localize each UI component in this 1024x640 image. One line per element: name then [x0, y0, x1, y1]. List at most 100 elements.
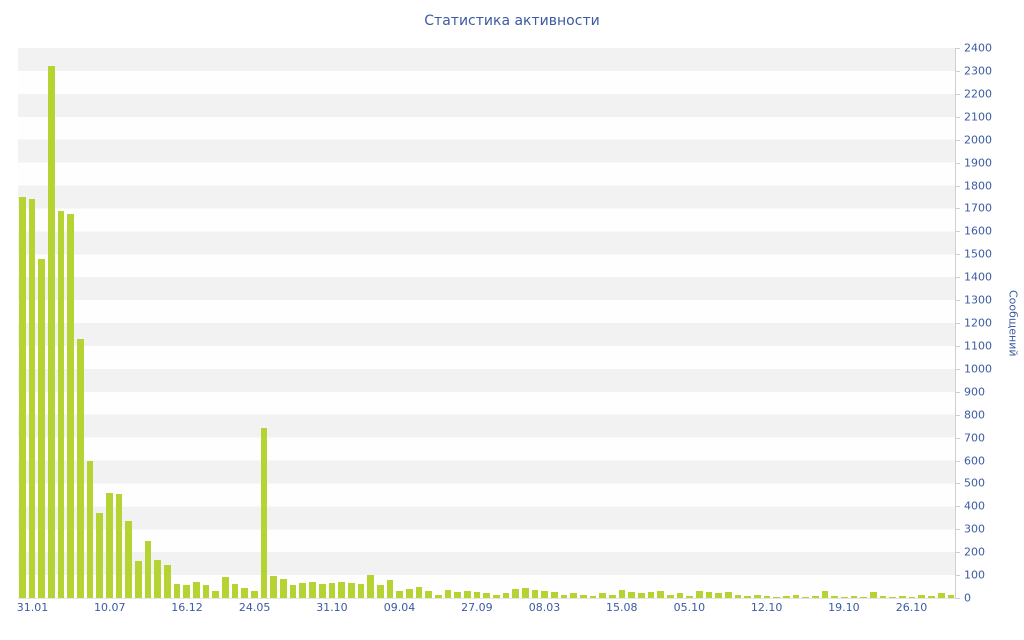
bar[interactable]	[367, 575, 374, 598]
bar[interactable]	[289, 585, 297, 598]
bar[interactable]	[608, 594, 616, 598]
bar[interactable]	[599, 593, 606, 598]
bar[interactable]	[676, 593, 684, 598]
bar[interactable]	[579, 594, 587, 598]
bar[interactable]	[550, 592, 558, 598]
bar[interactable]	[763, 595, 771, 598]
bar[interactable]	[918, 594, 926, 598]
bar[interactable]	[860, 596, 868, 598]
bar[interactable]	[193, 581, 200, 598]
bar[interactable]	[928, 595, 935, 598]
bar[interactable]	[744, 595, 752, 598]
bar[interactable]	[212, 591, 220, 598]
bar[interactable]	[144, 540, 152, 598]
bar[interactable]	[260, 428, 268, 598]
bar[interactable]	[48, 66, 55, 598]
bar[interactable]	[705, 592, 713, 598]
bar[interactable]	[570, 593, 577, 598]
bar[interactable]	[541, 591, 548, 598]
bar[interactable]	[734, 594, 742, 598]
bar[interactable]	[357, 584, 365, 598]
bar[interactable]	[812, 595, 819, 598]
bar[interactable]	[183, 585, 191, 598]
bar[interactable]	[754, 594, 761, 598]
bar[interactable]	[512, 588, 519, 598]
bar[interactable]	[560, 594, 568, 598]
bar[interactable]	[841, 596, 848, 598]
bar[interactable]	[686, 595, 694, 598]
bar[interactable]	[19, 196, 26, 598]
x-tick-label: 27.09	[461, 601, 493, 614]
bar[interactable]	[135, 561, 142, 598]
bar[interactable]	[309, 581, 316, 598]
bar[interactable]	[792, 594, 800, 598]
bar[interactable]	[802, 596, 810, 598]
bar[interactable]	[338, 581, 345, 598]
bar[interactable]	[618, 589, 626, 598]
bar[interactable]	[870, 592, 877, 598]
bar[interactable]	[106, 492, 113, 598]
bar[interactable]	[347, 583, 355, 598]
bar[interactable]	[425, 591, 432, 598]
bar[interactable]	[396, 591, 403, 598]
bar[interactable]	[299, 583, 307, 598]
bar[interactable]	[879, 595, 887, 598]
bar[interactable]	[696, 591, 703, 598]
bar[interactable]	[202, 585, 210, 598]
bar[interactable]	[715, 593, 723, 598]
bar[interactable]	[444, 589, 452, 598]
bar[interactable]	[115, 493, 123, 598]
bar[interactable]	[454, 592, 461, 598]
bar[interactable]	[231, 584, 239, 598]
bar[interactable]	[773, 596, 781, 598]
bar[interactable]	[405, 588, 413, 598]
bar[interactable]	[831, 595, 839, 598]
bar[interactable]	[386, 579, 394, 598]
bar[interactable]	[589, 595, 597, 598]
bar[interactable]	[628, 592, 635, 598]
bar[interactable]	[318, 584, 326, 598]
bar[interactable]	[899, 595, 906, 598]
bar[interactable]	[86, 460, 94, 598]
bar[interactable]	[280, 578, 287, 598]
bar[interactable]	[222, 577, 229, 598]
bar[interactable]	[415, 586, 423, 598]
bar[interactable]	[270, 576, 278, 598]
bar[interactable]	[521, 587, 529, 598]
bar[interactable]	[434, 594, 442, 598]
bar[interactable]	[850, 595, 858, 598]
bar[interactable]	[725, 592, 732, 598]
bar[interactable]	[125, 521, 133, 598]
bar[interactable]	[154, 560, 162, 598]
bar[interactable]	[889, 596, 897, 598]
bar[interactable]	[173, 584, 181, 598]
bar[interactable]	[647, 592, 655, 598]
bar[interactable]	[164, 564, 171, 598]
bar[interactable]	[473, 592, 481, 598]
y-tick-mark	[955, 116, 960, 118]
bar[interactable]	[463, 591, 471, 598]
bar[interactable]	[376, 585, 384, 598]
bar[interactable]	[667, 594, 674, 598]
bar[interactable]	[241, 587, 249, 598]
bar[interactable]	[531, 589, 539, 598]
bar[interactable]	[28, 199, 36, 598]
bar[interactable]	[251, 591, 258, 598]
bar[interactable]	[77, 339, 84, 598]
bar[interactable]	[638, 593, 645, 598]
bar[interactable]	[57, 210, 65, 598]
bar[interactable]	[502, 593, 510, 598]
bar[interactable]	[96, 513, 104, 598]
bar[interactable]	[38, 258, 46, 598]
bar[interactable]	[821, 591, 829, 598]
bar[interactable]	[483, 593, 490, 598]
bar[interactable]	[783, 595, 790, 598]
bar[interactable]	[492, 594, 500, 598]
y-tick-mark	[955, 70, 960, 72]
bar[interactable]	[67, 214, 75, 598]
bar[interactable]	[328, 583, 336, 598]
bar[interactable]	[947, 594, 955, 598]
bar[interactable]	[657, 591, 665, 598]
bar[interactable]	[937, 593, 945, 598]
bar[interactable]	[908, 596, 916, 598]
